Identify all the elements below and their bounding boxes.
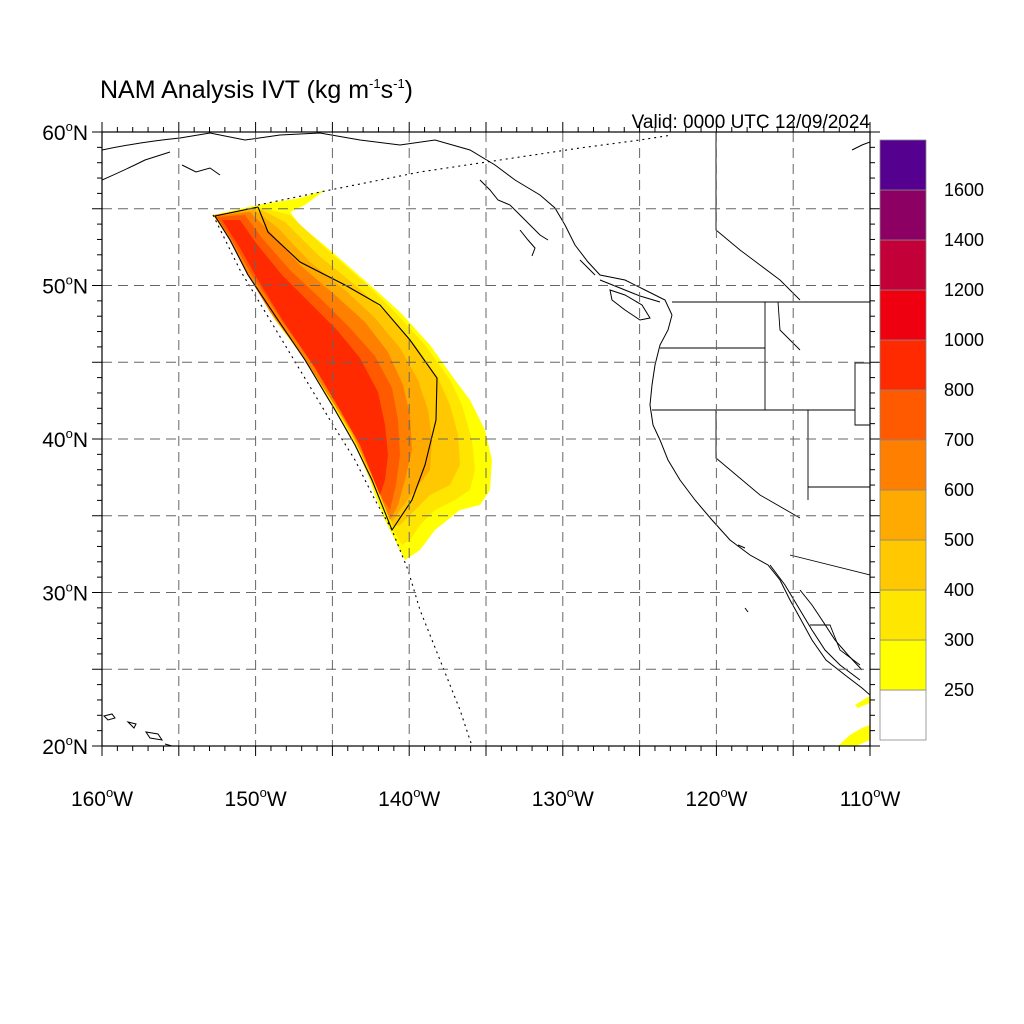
colorbar-label: 700 [944, 430, 974, 450]
ivt-band-red [222, 220, 388, 495]
lat-tick-label: 20oN [42, 733, 88, 759]
lat-tick-label: 50oN [42, 273, 88, 299]
gridlines [102, 132, 870, 746]
title-exponent-2: -1 [393, 76, 405, 91]
colorbar-swatch [879, 439, 927, 491]
political-boundaries [652, 132, 870, 666]
colorbar-swatch [879, 689, 927, 741]
colorbar-swatch [879, 589, 927, 641]
axis-ticks [92, 122, 880, 756]
title-prefix: NAM Analysis IVT (kg m [100, 76, 369, 104]
coastlines [102, 132, 870, 746]
colorbar-swatch [879, 539, 927, 591]
lat-tick-label: 30oN [42, 580, 88, 606]
colorbar: 250 300 400 500 600 700 800 1000 1200 1400 1600 [879, 139, 984, 741]
lat-tick-label: 40oN [42, 426, 88, 452]
map-panel [102, 132, 870, 746]
map-title: NAM Analysis IVT (kg m-1s-1) [100, 76, 413, 104]
ivt-plume [213, 190, 492, 560]
ivt-plume-southeast [838, 697, 870, 746]
colorbar-label: 800 [944, 380, 974, 400]
colorbar-swatch [879, 489, 927, 541]
axis-tick-labels: 60oN 50oN 40oN 30oN 20oN 160oW 150oW 140oW 130oW… [42, 119, 900, 811]
lat-tick-label: 60oN [42, 119, 88, 145]
colorbar-swatch [879, 639, 927, 691]
colorbar-swatch [879, 339, 927, 391]
valid-time-label: Valid: 0000 UTC 12/09/2024 [632, 112, 871, 133]
lon-tick-label: 160oW [71, 785, 133, 811]
colorbar-swatch [879, 189, 927, 241]
lon-tick-label: 130oW [532, 785, 594, 811]
lon-tick-label: 150oW [225, 785, 287, 811]
domain-boundary [212, 134, 673, 746]
colorbar-swatch [879, 139, 927, 191]
colorbar-label: 1200 [944, 280, 984, 300]
title-exponent-1: -1 [369, 76, 381, 91]
title-suffix: ) [405, 76, 413, 104]
colorbar-swatch [879, 289, 927, 341]
colorbar-label: 1600 [944, 180, 984, 200]
colorbar-label: 600 [944, 480, 974, 500]
colorbar-label: 300 [944, 630, 974, 650]
lon-tick-label: 120oW [685, 785, 747, 811]
lon-tick-label: 110oW [840, 785, 901, 811]
colorbar-label: 500 [944, 530, 974, 550]
lon-tick-label: 140oW [378, 785, 440, 811]
colorbar-swatch [879, 389, 927, 441]
ivt-band-red-orange [217, 215, 400, 510]
ivt-contour-line [214, 206, 438, 532]
colorbar-label: 250 [944, 680, 974, 700]
colorbar-label: 1400 [944, 230, 984, 250]
colorbar-swatch [879, 239, 927, 291]
colorbar-label: 1000 [944, 330, 984, 350]
colorbar-label: 400 [944, 580, 974, 600]
title-mid: s [381, 76, 394, 104]
